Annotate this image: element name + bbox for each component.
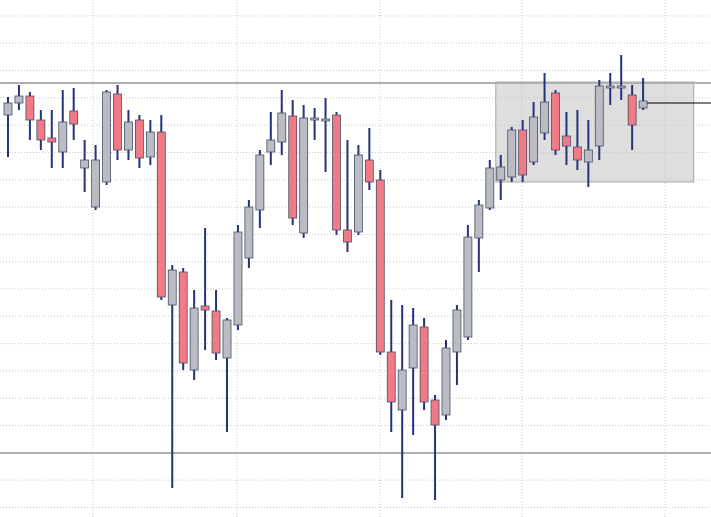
candle-body [594, 85, 604, 147]
candle-body [419, 326, 429, 403]
candle-body [397, 369, 407, 411]
candle-body [485, 167, 495, 209]
candle-body [408, 324, 418, 369]
candle-body [332, 114, 341, 231]
candle-body [211, 310, 221, 354]
candle-body [69, 110, 79, 125]
candle-body [441, 347, 451, 416]
candle-body [496, 166, 506, 181]
candle-body [386, 351, 396, 403]
candle-body [255, 154, 265, 211]
candle-body [638, 100, 648, 109]
candle-body [507, 129, 517, 178]
candle-body [627, 94, 637, 126]
candle-body [167, 269, 177, 306]
candle-body [189, 307, 199, 371]
candle-body [518, 129, 528, 176]
candle-body [134, 119, 144, 159]
candle-body [573, 146, 582, 161]
candle-body [222, 319, 232, 359]
candle-body [375, 179, 385, 353]
candle-body [463, 236, 473, 338]
candle-body [299, 117, 309, 234]
candle-body [266, 139, 276, 153]
candle-body [288, 115, 298, 219]
zone [495, 81, 695, 183]
candle-body [14, 95, 24, 104]
candle-body [80, 159, 90, 169]
candle-body [91, 159, 100, 208]
candle-body [178, 271, 188, 364]
candle-body [145, 131, 155, 158]
candle-body [58, 121, 68, 153]
candle-body [3, 102, 13, 116]
candle-body [244, 206, 254, 259]
candle-body [551, 92, 560, 151]
candle-body [47, 137, 57, 143]
candle-body [605, 85, 615, 89]
candle-body [102, 91, 111, 183]
candle-body [583, 149, 593, 163]
candle-body [529, 116, 538, 163]
candle-body [233, 231, 243, 326]
candle-body [200, 305, 210, 311]
candle-body [540, 101, 549, 134]
candle-body [616, 85, 626, 89]
candle-body [474, 204, 484, 239]
candle-body [113, 93, 122, 151]
candle-body [310, 117, 320, 121]
candle-body [353, 154, 363, 233]
candle-body [452, 309, 462, 353]
candle-body [343, 229, 352, 243]
candle-body [277, 112, 287, 143]
candle-body [430, 399, 440, 426]
candle-body [156, 131, 166, 298]
candle-body [364, 159, 374, 183]
candle-body [124, 121, 133, 151]
candle-body [562, 135, 571, 147]
candle-body [25, 95, 35, 121]
candle-body [321, 118, 330, 122]
candle-body [36, 119, 46, 141]
